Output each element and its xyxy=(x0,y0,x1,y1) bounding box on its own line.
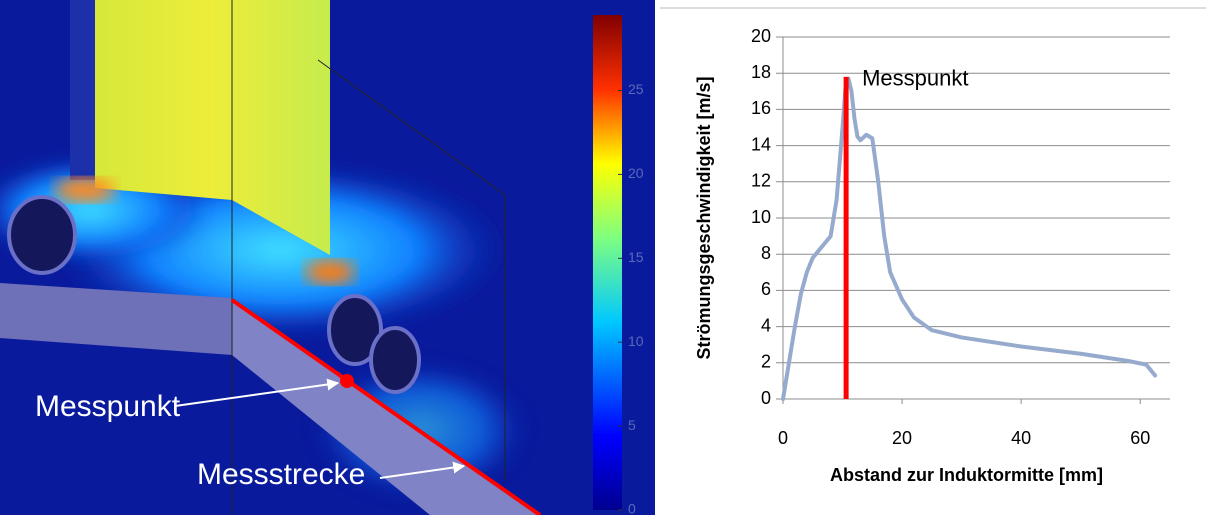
y-tick-label: 10 xyxy=(751,207,771,227)
measure-line xyxy=(230,298,542,515)
slab xyxy=(0,283,232,355)
colorbar-tick-label: 10 xyxy=(628,333,644,349)
y-tick-label: 0 xyxy=(761,388,771,408)
colorbar-tick-label: 15 xyxy=(628,249,644,265)
y-tick-label: 18 xyxy=(751,62,771,82)
y-tick-label: 6 xyxy=(761,279,771,299)
x-axis-label: Abstand zur Induktormitte [mm] xyxy=(830,465,1103,485)
colorbar-tick-label: 25 xyxy=(628,81,644,97)
annotation: Messpunkt xyxy=(35,390,181,423)
hotspot xyxy=(55,178,115,202)
marker-label: Messpunkt xyxy=(862,66,968,91)
x-tick-label: 20 xyxy=(892,428,912,448)
x-tick-label: 0 xyxy=(778,428,788,448)
arrow xyxy=(174,378,340,407)
x-tick-label: 60 xyxy=(1130,428,1150,448)
hole xyxy=(327,294,383,366)
hotspot xyxy=(305,260,355,284)
annotation: Messstrecke xyxy=(197,458,365,491)
edge xyxy=(317,59,506,480)
y-tick-label: 4 xyxy=(761,315,771,335)
y-tick-label: 20 xyxy=(751,26,771,46)
colorbar-tick-label: 0 xyxy=(628,501,636,515)
colorbar-axis: 0 5 10 15 20 25 xyxy=(618,81,644,515)
colorbar xyxy=(593,15,622,510)
measure-point xyxy=(340,374,354,388)
colorbar-tick-label: 5 xyxy=(628,417,636,433)
y-tick-label: 8 xyxy=(761,243,771,263)
arrow xyxy=(379,461,466,479)
channel xyxy=(95,0,330,255)
data-line xyxy=(781,76,1158,401)
simulation-image: Messpunkt Messstrecke 0 5 10 15 20 25 xyxy=(0,0,655,515)
y-tick-label: 16 xyxy=(751,98,771,118)
y-tick-label: 2 xyxy=(761,352,771,372)
hole xyxy=(7,195,77,275)
y-axis-label: Strömungsgeschwindigkeit [m/s] xyxy=(694,76,714,359)
y-tick-label: 14 xyxy=(751,134,771,154)
x-tick-label: 40 xyxy=(1011,428,1031,448)
line-chart: 0 2 4 6 8 10 12 14 16 18 20 0 20 40 60 Abstand zur Indu… xyxy=(694,26,1170,485)
hole xyxy=(369,326,421,394)
y-tick-label: 12 xyxy=(751,171,771,191)
wall xyxy=(70,0,95,180)
colorbar-tick-label: 20 xyxy=(628,165,644,181)
